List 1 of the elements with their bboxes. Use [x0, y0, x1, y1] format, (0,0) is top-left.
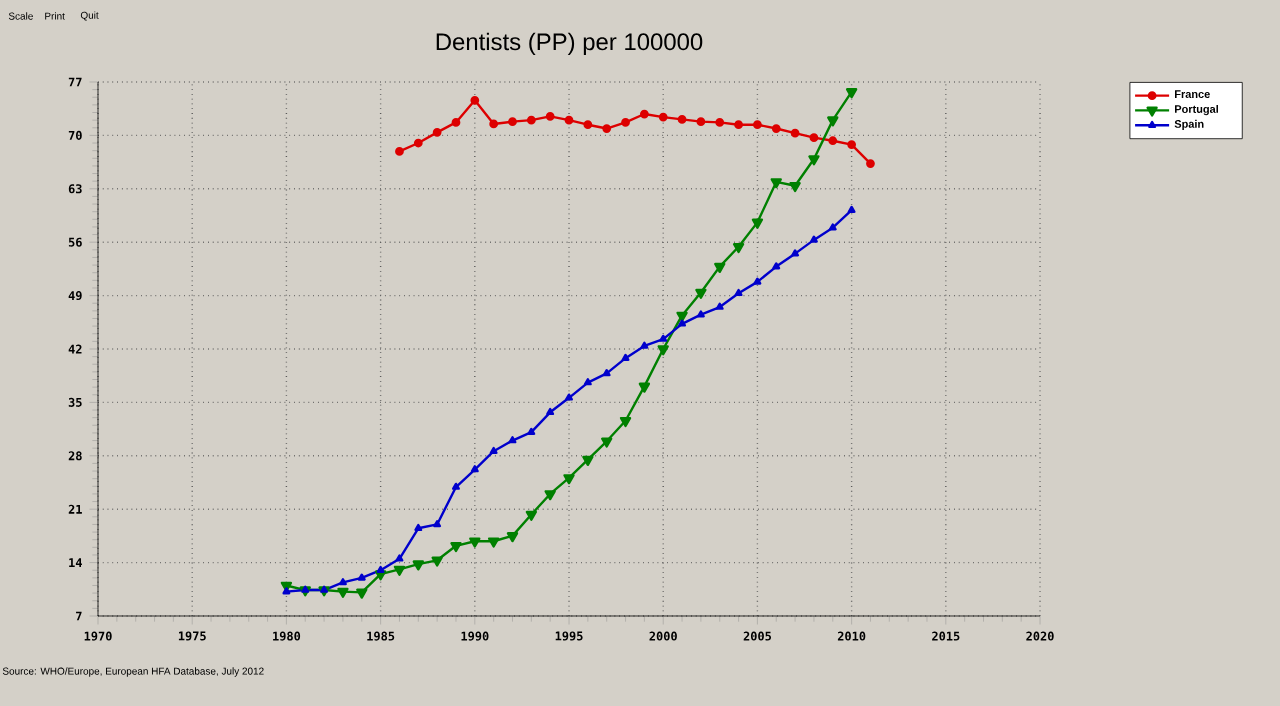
chart-title: Dentists (PP) per 100000 — [436, 32, 703, 55]
